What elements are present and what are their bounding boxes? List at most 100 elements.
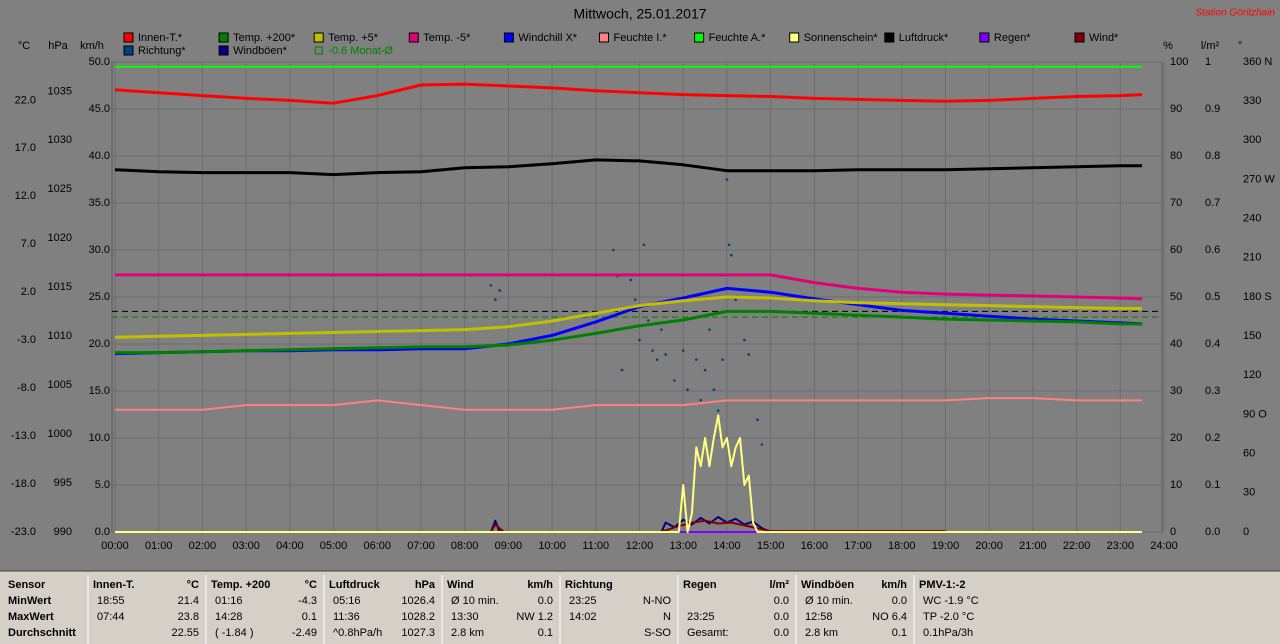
table-cell: 12:58: [805, 611, 833, 623]
y-tick-label: 1000: [48, 428, 72, 440]
legend-label: Innen-T.*: [138, 32, 183, 44]
y-tick-label: 20.0: [89, 338, 110, 350]
table-cell: ^0.8hPa/h: [333, 627, 382, 639]
scatter-point: [747, 353, 751, 356]
scatter-point: [721, 358, 724, 361]
table-cell: N: [663, 611, 671, 623]
legend-label: Windböen*: [233, 45, 288, 57]
y-tick-label: 1015: [48, 281, 72, 293]
table-cell: 1027.3: [401, 627, 435, 639]
row-label: Durchschnitt: [8, 627, 76, 639]
table-cell: 0.0: [774, 595, 789, 607]
y-tick-label: 0: [1170, 526, 1176, 538]
x-tick-label: 07:00: [407, 540, 435, 552]
table-cell: 2.8 km: [451, 627, 484, 639]
x-tick-label: 22:00: [1063, 540, 1091, 552]
y-tick-label: 25.0: [89, 291, 110, 303]
series-line: [115, 397, 1143, 411]
y-tick-label: 30: [1170, 385, 1182, 397]
x-tick-label: 19:00: [932, 540, 960, 552]
x-tick-label: 05:00: [320, 540, 348, 552]
scatter-point: [489, 283, 493, 287]
x-tick-label: 12:00: [626, 540, 654, 552]
axis-unit: °: [1238, 40, 1242, 52]
legend-label: Luftdruck*: [899, 32, 949, 44]
x-tick-label: 13:00: [669, 540, 697, 552]
scatter-point: [651, 349, 654, 352]
legend-marker: [884, 32, 895, 43]
y-tick-label: 330: [1243, 95, 1261, 107]
y-tick-label: 360 N: [1243, 56, 1272, 68]
x-tick-label: 04:00: [276, 540, 304, 552]
y-tick-label: 60: [1170, 244, 1182, 256]
x-tick-label: 11:00: [582, 540, 609, 552]
y-tick-label: 300: [1243, 134, 1261, 146]
scatter-point: [681, 349, 685, 352]
scatter-point: [699, 398, 702, 402]
y-tick-label: 30: [1243, 487, 1255, 499]
scatter-point: [646, 319, 650, 322]
table-cell: Ø 10 min.: [805, 595, 853, 607]
x-tick-label: 14:00: [713, 540, 741, 552]
x-tick-label: 23:00: [1107, 540, 1135, 552]
y-tick-label: 180 S: [1243, 291, 1272, 303]
y-tick-label: 45.0: [89, 103, 110, 115]
y-tick-label: 60: [1243, 448, 1255, 460]
series-line: [115, 273, 1143, 301]
table-cell: 0.0: [538, 595, 553, 607]
table-cell: 0.1: [538, 627, 553, 639]
legend-marker: [313, 32, 324, 43]
y-tick-label: 0.5: [1205, 291, 1220, 303]
table-cell: ( -1.84 ): [215, 627, 254, 639]
x-tick-label: 24:00: [1150, 540, 1178, 552]
table-cell: NW 1.2: [516, 611, 553, 623]
x-tick-label: 00:00: [101, 540, 129, 552]
series-line: [115, 309, 1143, 355]
series-line: [115, 414, 1143, 533]
axis-unit: hPa: [48, 40, 68, 52]
scatter-point: [498, 289, 501, 292]
group-header: Wind: [447, 579, 474, 591]
y-tick-label: 10: [1170, 479, 1182, 491]
y-tick-label: -8.0: [17, 382, 36, 394]
y-tick-label: 210: [1243, 252, 1261, 264]
legend-label: Richtung*: [138, 45, 186, 57]
axis-unit: km/h: [80, 40, 104, 52]
table-cell: 0.0: [892, 595, 907, 607]
y-tick-label: 1025: [48, 183, 72, 195]
scatter-point: [734, 298, 737, 301]
y-tick-label: -23.0: [11, 526, 36, 538]
y-tick-label: 0.6: [1205, 244, 1220, 256]
legend-marker: [789, 32, 800, 43]
legend-marker: [123, 32, 134, 43]
legend-marker: [599, 32, 609, 43]
y-tick-label: 120: [1243, 369, 1261, 381]
table-cell: 0.0: [774, 627, 789, 639]
series-line: [114, 295, 1143, 339]
group-header: Richtung: [565, 579, 613, 591]
y-tick-label: 0.9: [1205, 103, 1220, 115]
y-tick-label: 2.0: [21, 286, 36, 298]
table-cell: WC -1.9 °C: [923, 595, 979, 607]
chart-subtitle: Station Göritzhain: [1196, 8, 1276, 19]
y-tick-label: 30.0: [89, 244, 110, 256]
table-cell: 0.0: [774, 611, 789, 623]
legend-marker: [694, 32, 705, 43]
table-cell: 0.1: [892, 627, 907, 639]
series-line: [115, 519, 946, 533]
x-tick-label: 01:00: [145, 540, 173, 552]
y-tick-label: 995: [54, 477, 72, 489]
y-tick-label: 90 O: [1243, 408, 1267, 420]
x-tick-label: 17:00: [844, 540, 872, 552]
table-cell: -2.49: [292, 627, 317, 639]
table-cell: 05:16: [333, 595, 361, 607]
table-cell: 23.8: [178, 611, 199, 623]
scatter-point: [725, 178, 729, 181]
table-cell: 14:02: [569, 611, 597, 623]
y-tick-label: 40.0: [89, 150, 110, 162]
y-tick-label: 12.0: [15, 190, 36, 202]
group-unit: l/m²: [769, 579, 789, 591]
table-cell: TP -2.0 °C: [923, 611, 974, 623]
scatter-point: [716, 409, 720, 412]
